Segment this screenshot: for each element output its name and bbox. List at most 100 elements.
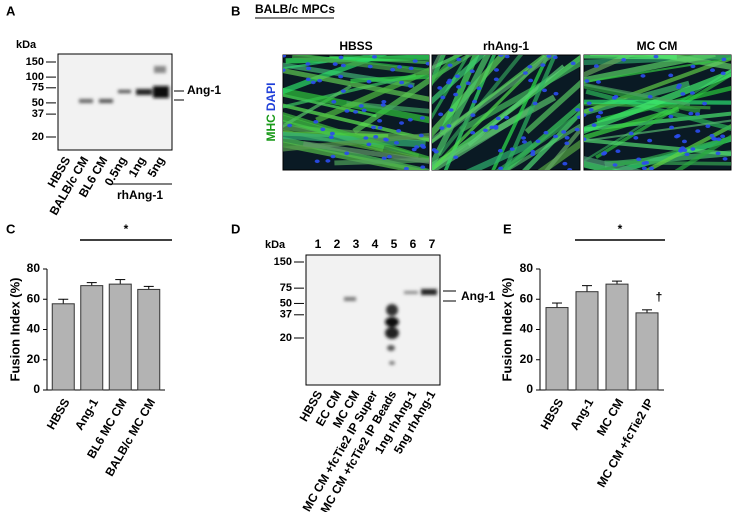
nucleus	[446, 124, 452, 128]
marker-label: 50	[32, 97, 44, 109]
fiber	[439, 55, 480, 136]
band-label: Ang-1	[187, 83, 221, 97]
nucleus	[653, 55, 659, 59]
marker-label: 37	[280, 309, 292, 321]
fiber	[584, 138, 731, 156]
lane-number: 3	[353, 237, 360, 251]
y-tick-label: 80	[520, 261, 534, 275]
nucleus	[386, 154, 392, 159]
nucleus	[528, 78, 534, 83]
x-tick-label: Ang-1	[72, 396, 101, 433]
bar	[80, 285, 104, 391]
nucleus	[720, 71, 726, 76]
nucleus	[715, 151, 721, 156]
marker-label: 100	[26, 71, 44, 83]
fiber	[283, 55, 379, 70]
nucleus	[472, 99, 478, 104]
fiber	[346, 101, 429, 114]
nucleus	[399, 80, 405, 85]
y-tick-label: 0	[33, 382, 40, 396]
x-tick-label: MC CM +fcTie2 IP	[594, 396, 656, 490]
nucleus	[470, 130, 476, 135]
y-tick-label: 40	[520, 322, 534, 336]
blot-bands	[79, 66, 169, 103]
nucleus	[593, 64, 599, 68]
column-title: rhAng-1	[483, 39, 529, 53]
nucleus	[310, 80, 316, 85]
nucleus	[366, 79, 372, 84]
nucleus	[447, 78, 453, 83]
nucleus	[586, 101, 592, 106]
nucleus	[340, 89, 346, 93]
marker-label: 75	[32, 82, 44, 94]
nucleus	[649, 166, 655, 170]
fiber	[432, 55, 470, 120]
nucleus	[412, 59, 418, 63]
nucleus	[358, 104, 364, 108]
marker-label: 20	[280, 332, 292, 344]
nucleus	[314, 159, 320, 164]
nucleus	[371, 55, 377, 59]
fiber	[432, 55, 508, 138]
fiber	[584, 83, 701, 114]
nucleus	[465, 81, 471, 86]
nucleus	[668, 73, 674, 78]
nucleus	[675, 85, 681, 90]
fiber	[584, 57, 731, 84]
blot-bands	[344, 289, 437, 365]
nucleus	[522, 71, 528, 75]
nucleus	[371, 125, 377, 130]
nucleus	[553, 134, 559, 139]
lane-label: 1ng	[126, 154, 149, 179]
fiber	[584, 156, 643, 170]
nucleus	[504, 115, 510, 120]
images-title: BALB/c MPCs	[255, 2, 335, 16]
nucleus	[567, 167, 573, 170]
y-tick-label: 60	[520, 291, 534, 305]
nucleus	[636, 157, 642, 162]
nucleus	[641, 166, 647, 170]
nucleus	[454, 74, 460, 79]
nucleus	[390, 67, 396, 72]
fiber	[283, 112, 429, 160]
blot	[305, 254, 441, 386]
fiber	[283, 67, 429, 102]
nucleus	[680, 92, 686, 96]
nucleus	[532, 101, 538, 106]
lane-number: 2	[334, 237, 341, 251]
nucleus	[377, 118, 383, 123]
nucleus	[588, 108, 594, 112]
fiber	[291, 55, 429, 76]
nucleus	[576, 115, 580, 120]
bar	[605, 283, 629, 391]
fiber	[584, 82, 691, 107]
stain-2: DAPI	[264, 83, 278, 112]
nucleus	[482, 128, 488, 133]
nucleus	[543, 130, 549, 135]
bar	[575, 291, 599, 391]
kda-label: kDa	[265, 239, 286, 251]
group-label: rhAng-1	[117, 188, 163, 202]
marker-label: 50	[280, 297, 292, 309]
fiber	[459, 60, 580, 133]
nucleus	[396, 129, 402, 133]
nucleus	[425, 61, 429, 66]
nucleus	[709, 133, 715, 138]
fiber	[302, 141, 429, 164]
nucleus	[363, 136, 369, 140]
nucleus	[328, 135, 334, 140]
nucleus	[476, 86, 482, 91]
nucleus	[721, 57, 727, 62]
fiber	[643, 124, 731, 170]
fiber	[283, 132, 429, 152]
nucleus	[641, 161, 647, 165]
nucleus	[338, 55, 344, 60]
nucleus	[420, 165, 426, 169]
nucleus	[397, 65, 403, 69]
nucleus	[612, 163, 618, 167]
kda-label: kDa	[16, 39, 37, 51]
nucleus	[283, 68, 286, 72]
fiber	[283, 136, 429, 170]
nucleus	[344, 151, 350, 156]
nucleus	[621, 57, 627, 62]
